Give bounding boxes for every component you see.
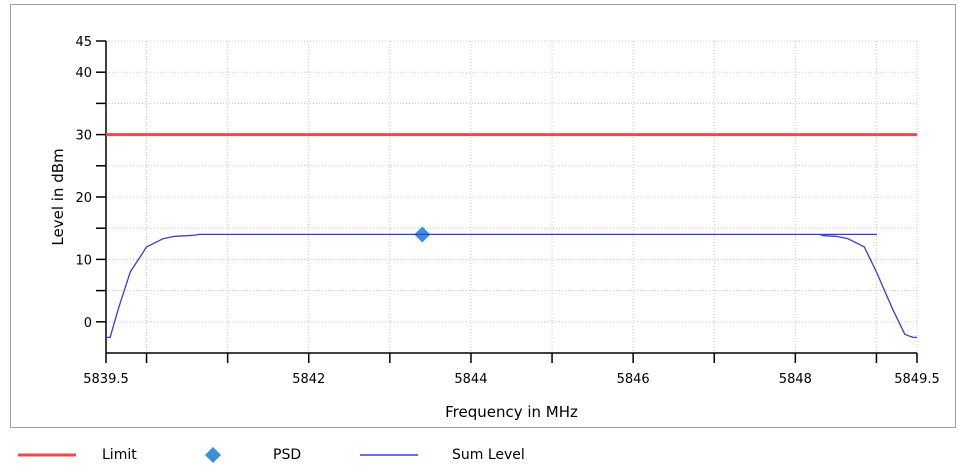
- x-tick-label: 5842: [292, 372, 325, 387]
- y-tick-label: 45: [75, 35, 92, 50]
- series-line-sum-level: [106, 233, 917, 339]
- legend: Limit PSD Sum Level: [0, 440, 958, 470]
- plot-area: 5839.5 5842 5844 5846 5848 5849.501020304045 …: [49, 35, 940, 421]
- legend-swatch-sum-level: [360, 454, 418, 456]
- legend-item-sum-level: Sum Level: [360, 440, 525, 470]
- axis-layer: [96, 40, 918, 363]
- legend-swatch-psd: [205, 447, 221, 463]
- legend-label-limit: Limit: [102, 447, 137, 463]
- legend-item-limit: Limit: [18, 440, 137, 470]
- legend-label-sum-level: Sum Level: [452, 447, 525, 463]
- x-axis-title: Frequency in MHz: [445, 403, 578, 421]
- y-tick-label: 40: [75, 66, 92, 81]
- y-tick-label: 0: [84, 316, 92, 331]
- label-layer: 5839.5 5842 5844 5846 5848 5849.5 0 10 20 30 40 45: [75, 35, 939, 387]
- legend-label-psd: PSD: [273, 447, 302, 463]
- legend-item-psd: PSD: [205, 440, 301, 470]
- x-tick-label: 5849.5: [894, 372, 940, 387]
- grid-layer: [106, 40, 918, 353]
- y-tick-label: 10: [75, 253, 92, 268]
- y-tick-label: 30: [75, 129, 92, 144]
- x-tick-label: 5839.5: [83, 372, 129, 387]
- x-tick-label: 5846: [617, 372, 650, 387]
- series-layer: [106, 133, 917, 339]
- x-tick-label: 5844: [454, 372, 487, 387]
- x-tick-label: 5848: [779, 372, 812, 387]
- legend-swatch-limit: [18, 453, 76, 457]
- chart-frame: 5839.5 5842 5844 5846 5848 5849.5 0 10 20 30 40 45 …: [10, 4, 956, 428]
- y-tick-label: 20: [75, 191, 92, 206]
- y-axis-title: Level in dBm: [49, 148, 67, 245]
